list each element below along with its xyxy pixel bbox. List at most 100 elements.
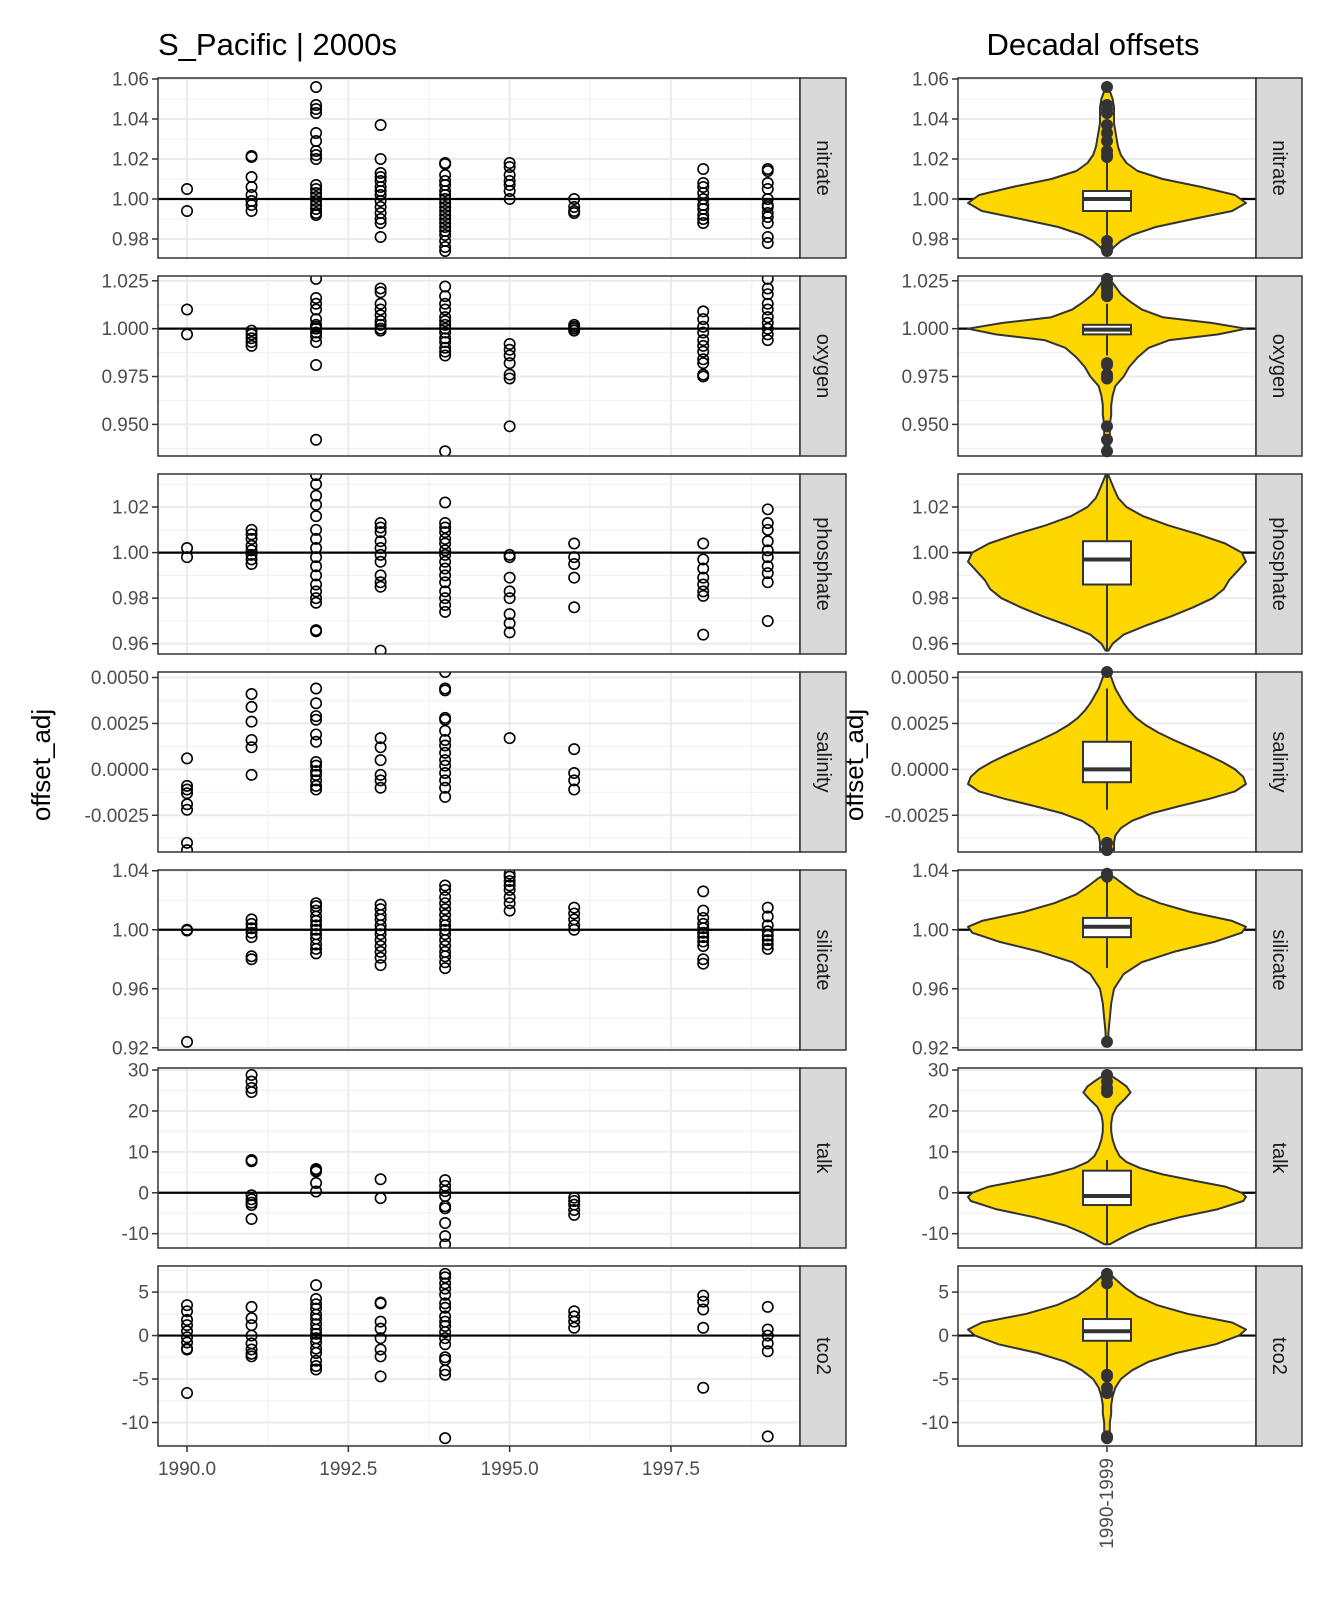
scatter-point xyxy=(245,1082,258,1095)
violin-y-tick-label: 0.98 xyxy=(912,230,949,251)
scatter-point xyxy=(374,286,387,299)
scatter-point xyxy=(310,735,323,748)
scatter-point xyxy=(697,345,710,358)
scatter-point xyxy=(761,567,774,580)
scatter-point xyxy=(374,1370,387,1383)
scatter-point xyxy=(761,165,774,178)
scatter-point xyxy=(310,81,323,94)
scatter-point xyxy=(374,314,387,327)
box-outlier xyxy=(1101,372,1113,385)
scatter-points xyxy=(181,870,774,1048)
scatter-y-tick-label: 0.0000 xyxy=(91,760,149,781)
violin-facet-label: silicate xyxy=(1268,929,1290,990)
scatter-point xyxy=(697,326,710,339)
scatter-point xyxy=(697,339,710,352)
scatter-point xyxy=(761,1430,774,1443)
box-outlier xyxy=(1101,245,1113,257)
scatter-point xyxy=(439,1288,452,1301)
scatter-point xyxy=(310,914,323,927)
scatter-point xyxy=(568,551,581,564)
left-chart-title: S_Pacific | 2000s xyxy=(158,27,397,62)
scatter-point xyxy=(761,551,774,564)
scatter-point xyxy=(697,578,710,591)
scatter-point xyxy=(310,596,323,609)
violin-y-tick-label: 1.00 xyxy=(912,543,949,564)
scatter-facet-strip xyxy=(799,77,847,259)
violin-facet-tco2: -10 -5 0 5 tco2 xyxy=(922,1265,1303,1447)
scatter-point xyxy=(439,1185,452,1198)
scatter-point xyxy=(374,181,387,194)
scatter-point xyxy=(439,1332,452,1345)
scatter-point xyxy=(374,195,387,208)
scatter-point xyxy=(761,901,774,914)
scatter-y-tick-label: -10 xyxy=(122,1224,149,1245)
scatter-point xyxy=(697,209,710,222)
scatter-facet-label: phosphate xyxy=(812,517,834,610)
scatter-point xyxy=(245,733,258,746)
scatter-point xyxy=(374,1332,387,1345)
scatter-point xyxy=(761,316,774,329)
scatter-point xyxy=(697,320,710,333)
violin-y-tick-label: -10 xyxy=(922,1413,949,1434)
scatter-point xyxy=(568,1315,581,1328)
violin-facet-label: nitrate xyxy=(1268,140,1290,196)
scatter-point xyxy=(503,891,516,904)
scatter-point xyxy=(374,945,387,958)
scatter-y-tick-label: 1.00 xyxy=(112,543,149,564)
scatter-point xyxy=(761,193,774,206)
scatter-point xyxy=(439,1310,452,1323)
scatter-point xyxy=(245,339,258,352)
scatter-point xyxy=(374,928,387,941)
scatter-point xyxy=(374,959,387,972)
scatter-point xyxy=(697,922,710,935)
scatter-y-tick-label: 1.00 xyxy=(112,920,149,941)
scatter-points xyxy=(245,1068,581,1248)
scatter-point xyxy=(697,939,710,952)
violin-y-tick-label: 0.92 xyxy=(912,1038,949,1059)
scatter-point xyxy=(310,1185,323,1198)
scatter-point xyxy=(761,523,774,536)
scatter-point xyxy=(439,790,452,803)
scatter-point xyxy=(761,231,774,244)
box-outlier xyxy=(1101,420,1113,433)
scatter-point xyxy=(761,297,774,310)
scatter-facet-talk: -10 0 10 20 30 talk xyxy=(122,1061,847,1249)
scatter-point xyxy=(245,523,258,536)
scatter-point xyxy=(439,241,452,254)
scatter-point xyxy=(374,526,387,539)
scatter-point xyxy=(439,297,452,310)
scatter-point xyxy=(439,605,452,618)
scatter-point xyxy=(503,626,516,639)
scatter-panel-background xyxy=(158,78,800,258)
scatter-point xyxy=(374,1343,387,1356)
scatter-facet-tco2: -10 -5 0 5 tco2 xyxy=(122,1265,847,1447)
scatter-point xyxy=(245,199,258,212)
scatter-point xyxy=(310,532,323,545)
scatter-point xyxy=(310,765,323,778)
scatter-point xyxy=(374,781,387,794)
scatter-point xyxy=(439,883,452,896)
scatter-point xyxy=(310,1346,323,1359)
box-iqr xyxy=(1082,740,1132,784)
scatter-point xyxy=(503,161,516,174)
scatter-point xyxy=(310,107,323,120)
scatter-point xyxy=(374,569,387,582)
violin-y-tick-label: 0.950 xyxy=(901,415,949,436)
scatter-y-tick-label: 1.04 xyxy=(112,110,149,131)
scatter-point xyxy=(245,1193,258,1206)
scatter-point xyxy=(374,1322,387,1335)
scatter-point xyxy=(439,903,452,916)
scatter-point xyxy=(761,334,774,347)
scatter-point xyxy=(697,589,710,602)
scatter-point xyxy=(503,337,516,350)
scatter-point xyxy=(374,119,387,132)
scatter-point xyxy=(181,1386,194,1399)
scatter-facets: 0.98 1.00 1.02 1.04 1.06 nitrate 0.950 0.975 1.0… xyxy=(85,70,847,1480)
scatter-point xyxy=(697,334,710,347)
scatter-point xyxy=(697,957,710,970)
scatter-point xyxy=(439,1277,452,1290)
scatter-point xyxy=(568,201,581,214)
scatter-point xyxy=(697,926,710,939)
scatter-point xyxy=(439,1301,452,1314)
scatter-point xyxy=(697,885,710,898)
